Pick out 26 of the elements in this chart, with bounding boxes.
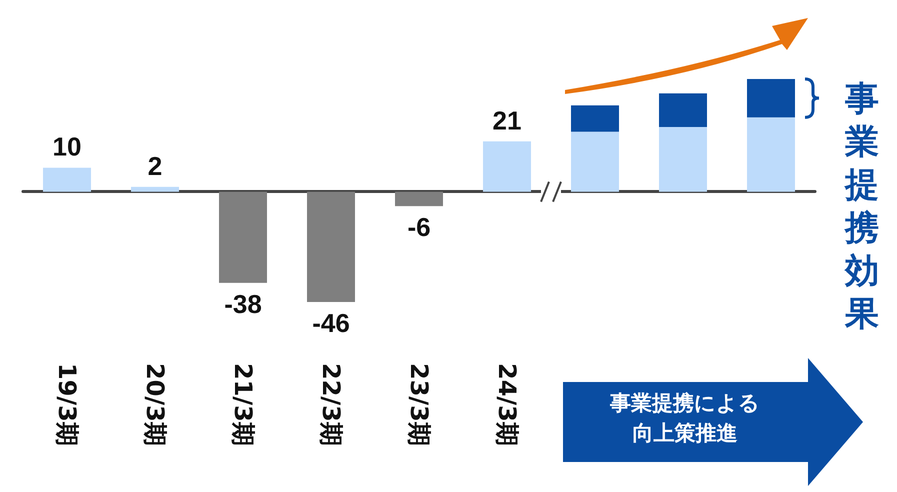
bar [659, 93, 707, 127]
bar [483, 141, 531, 192]
data-label: -46 [312, 308, 350, 338]
x-tick-label: 21/3期 [229, 363, 257, 446]
bar [747, 117, 795, 192]
bar [219, 192, 267, 283]
bar [659, 126, 707, 192]
data-label: -6 [407, 212, 431, 242]
x-tick-label: 20/3期 [141, 363, 169, 446]
data-label: -38 [224, 288, 262, 319]
bar [43, 168, 91, 192]
x-tick-label: 22/3期 [317, 363, 345, 446]
bar [307, 192, 355, 302]
bar [395, 192, 443, 206]
x-tick-label: 23/3期 [405, 363, 433, 446]
bar [571, 105, 619, 132]
data-label: 10 [52, 132, 82, 162]
text: 事業提携効果 [843, 78, 880, 336]
data-label: 21 [492, 105, 522, 136]
bar [131, 186, 179, 192]
x-tick-label: 19/3期 [53, 363, 81, 446]
data-label: 2 [148, 150, 162, 181]
bar [747, 79, 795, 118]
bar [571, 132, 619, 192]
x-tick-label: 24/3期 [493, 363, 521, 446]
text: 事業提携による向上策推進 [609, 390, 761, 447]
